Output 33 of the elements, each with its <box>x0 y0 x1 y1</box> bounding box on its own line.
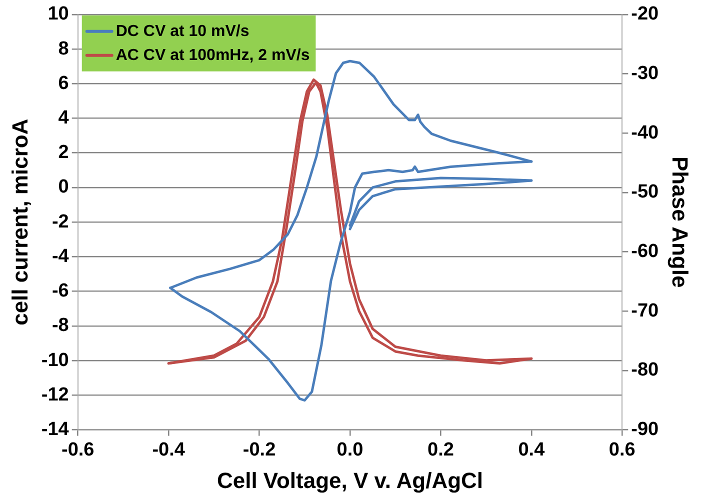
y-tick-label: 10 <box>48 4 69 25</box>
y-axis-title: cell current, microA <box>7 118 32 326</box>
legend-label: AC CV at 100mHz, 2 mV/s <box>116 46 310 64</box>
y2-tick-label: -70 <box>631 300 659 322</box>
x-tick-label: 0.4 <box>518 439 546 460</box>
y2-tick-label: -50 <box>631 182 659 203</box>
legend-label: DC CV at 10 mV/s <box>116 22 250 40</box>
y-tick-label: 6 <box>58 72 69 94</box>
y2-tick-label: -90 <box>631 419 659 440</box>
y2-tick-label: -80 <box>631 360 659 381</box>
y2-tick-label: -60 <box>631 241 659 262</box>
y-tick-label: 4 <box>58 107 70 128</box>
x-tick-label: -0.4 <box>152 439 186 460</box>
y-tick-label: -8 <box>52 315 69 336</box>
y-tick-label: -10 <box>41 350 69 371</box>
x-tick-label: 0.0 <box>336 439 364 460</box>
y2-tick-label: -20 <box>631 4 659 25</box>
y-tick-label: -2 <box>52 211 69 232</box>
y-tick-label: 0 <box>58 176 69 198</box>
y2-tick-label: -40 <box>631 122 659 144</box>
x-tick-label: 0.6 <box>608 439 636 460</box>
x-tick-label: -0.6 <box>61 439 94 460</box>
x-axis-title: Cell Voltage, V v. Ag/AgCl <box>216 468 484 493</box>
y2-tick-label: -30 <box>631 62 659 84</box>
y-tick-label: -14 <box>41 419 70 440</box>
y-tick-label: -6 <box>52 280 69 302</box>
y2-axis-title: Phase Angle <box>668 156 693 288</box>
x-tick-label: 0.2 <box>428 439 454 460</box>
x-tick-label: -0.2 <box>242 439 276 460</box>
y-tick-label: -12 <box>41 384 69 406</box>
y-tick-label: 2 <box>58 142 69 164</box>
y-tick-label: -4 <box>52 246 70 267</box>
y-tick-label: 8 <box>58 38 69 60</box>
